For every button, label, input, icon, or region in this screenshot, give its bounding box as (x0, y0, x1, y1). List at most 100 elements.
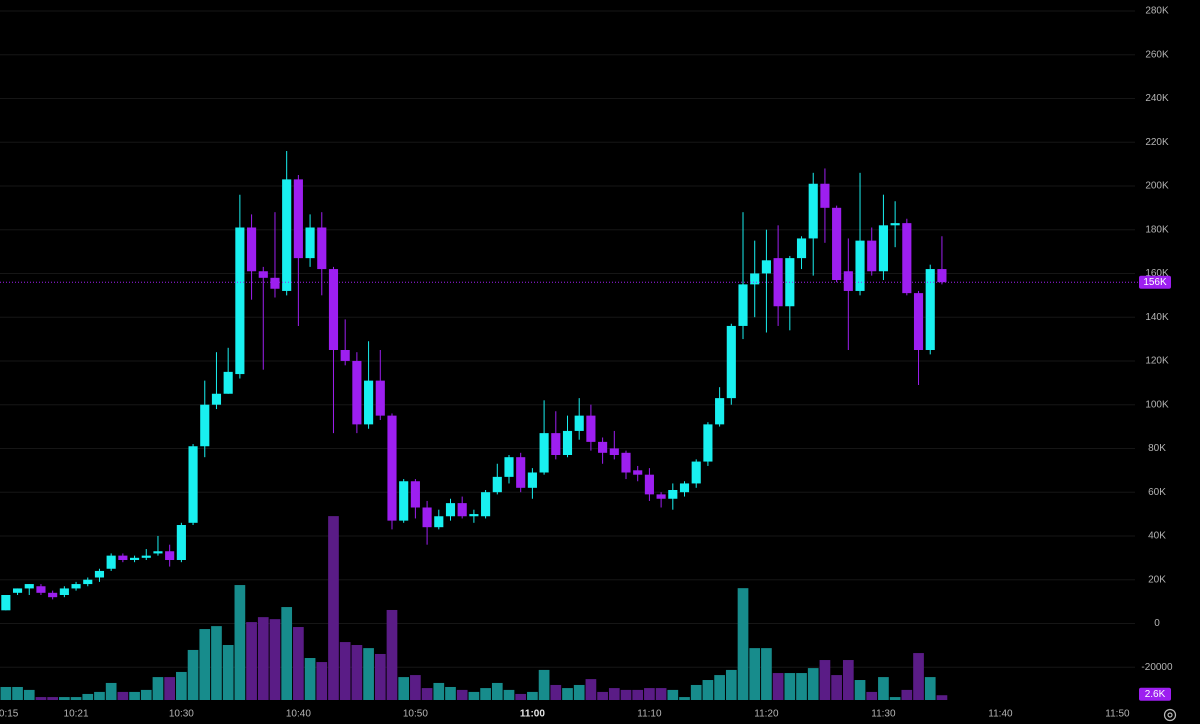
y-tick-label: 280K (1145, 6, 1169, 17)
volume-bar (222, 645, 234, 700)
candle-body (644, 474, 654, 495)
volume-bar (702, 680, 714, 700)
candle-body (83, 579, 93, 585)
candle-body (399, 481, 409, 521)
volume-bar (12, 686, 23, 700)
y-tick-label: 80K (1148, 443, 1166, 454)
candle-body (808, 183, 818, 239)
last-price-badge (1139, 275, 1171, 289)
volume-bar (749, 648, 761, 700)
x-tick-label: 10:30 (169, 709, 194, 720)
candle-body (71, 584, 81, 589)
volume-bar (187, 649, 199, 700)
volume-bar (117, 691, 129, 700)
volume-bar (211, 626, 222, 700)
volume-bar (620, 689, 632, 700)
x-tick-label: 10:40 (286, 709, 311, 720)
candle-body (738, 284, 748, 326)
candle-body (679, 483, 690, 493)
x-tick-label: 11:20 (754, 709, 779, 720)
y-tick-label: -20000 (1141, 662, 1173, 673)
candle-body (890, 223, 900, 226)
candle-body (141, 555, 151, 558)
x-tick-label: 11:30 (871, 709, 896, 720)
x-tick-label: 11:50 (1105, 709, 1130, 720)
candle-body (562, 430, 573, 455)
candle-body (24, 584, 34, 589)
y-tick-label: 220K (1145, 137, 1169, 148)
candle-body (258, 271, 268, 278)
volume-bar (784, 673, 796, 700)
candle-body (106, 555, 116, 569)
volume-bar (281, 607, 293, 700)
volume-bar (644, 688, 655, 700)
candle-body (633, 470, 643, 475)
volume-bar (550, 684, 562, 700)
y-tick-label: 20K (1148, 574, 1166, 585)
y-tick-label: 160K (1145, 268, 1169, 279)
candle-body (832, 207, 842, 280)
volume-bar (59, 697, 70, 700)
volume-bar (23, 689, 35, 700)
candle-body (153, 551, 163, 554)
candle-body (586, 415, 596, 442)
volume-bar (889, 697, 901, 700)
volume-bar (293, 627, 304, 700)
candle-body (820, 183, 830, 208)
candle-body (703, 424, 713, 462)
volume-bar (433, 682, 445, 700)
volume-bar (597, 691, 608, 700)
volume-bar (94, 691, 105, 700)
volume-bar (831, 675, 842, 700)
candle-body (878, 225, 888, 272)
y-tick-label: 180K (1145, 224, 1169, 235)
candle-body (340, 350, 350, 361)
volume-bar (632, 689, 644, 700)
volume-bar (445, 686, 456, 700)
volume-bar (878, 677, 889, 700)
candle-body (516, 457, 526, 488)
candle-body (902, 223, 912, 294)
candle-body (492, 476, 502, 493)
candle-body (715, 398, 725, 425)
volume-bar (866, 691, 878, 700)
candle-body (211, 393, 222, 405)
volume-bar (152, 677, 164, 700)
candle-body (375, 380, 385, 416)
candle-body (796, 238, 807, 259)
candle-body (1, 595, 11, 611)
candle-body (867, 240, 877, 272)
candle-body (691, 461, 701, 484)
volume-bar (503, 689, 515, 700)
volume-bar (410, 675, 421, 700)
volume-bar (363, 648, 374, 700)
volume-bar (538, 669, 550, 700)
last-volume-label: 2.6K (1145, 689, 1166, 700)
volume-bar (690, 684, 702, 700)
volume-bar (854, 680, 866, 700)
gear-center[interactable] (1167, 712, 1173, 718)
gear-ring[interactable] (1163, 708, 1177, 722)
volume-bar (562, 688, 573, 700)
candle-body (656, 494, 666, 499)
volume-bar (246, 622, 257, 700)
settings-icon[interactable] (1163, 708, 1177, 722)
candle-body (270, 277, 280, 289)
candle-body (726, 325, 736, 399)
candle-body (750, 273, 760, 285)
candle-body (773, 258, 783, 307)
candle-body (609, 448, 619, 455)
volume-bar (339, 642, 351, 700)
axes: 280K 260K 240K 220K 200K 180K 160K 140K 120K 100K… (0, 6, 1173, 720)
candle-body (527, 472, 537, 488)
candle-body (855, 240, 865, 291)
volume-bar (47, 697, 59, 700)
candle-body (36, 586, 46, 593)
volume-bar (573, 684, 585, 700)
volume-bar (164, 677, 176, 700)
candle-body (364, 380, 374, 425)
x-tick-label: 10:21 (64, 709, 89, 720)
last-volume-badge (1139, 687, 1171, 701)
